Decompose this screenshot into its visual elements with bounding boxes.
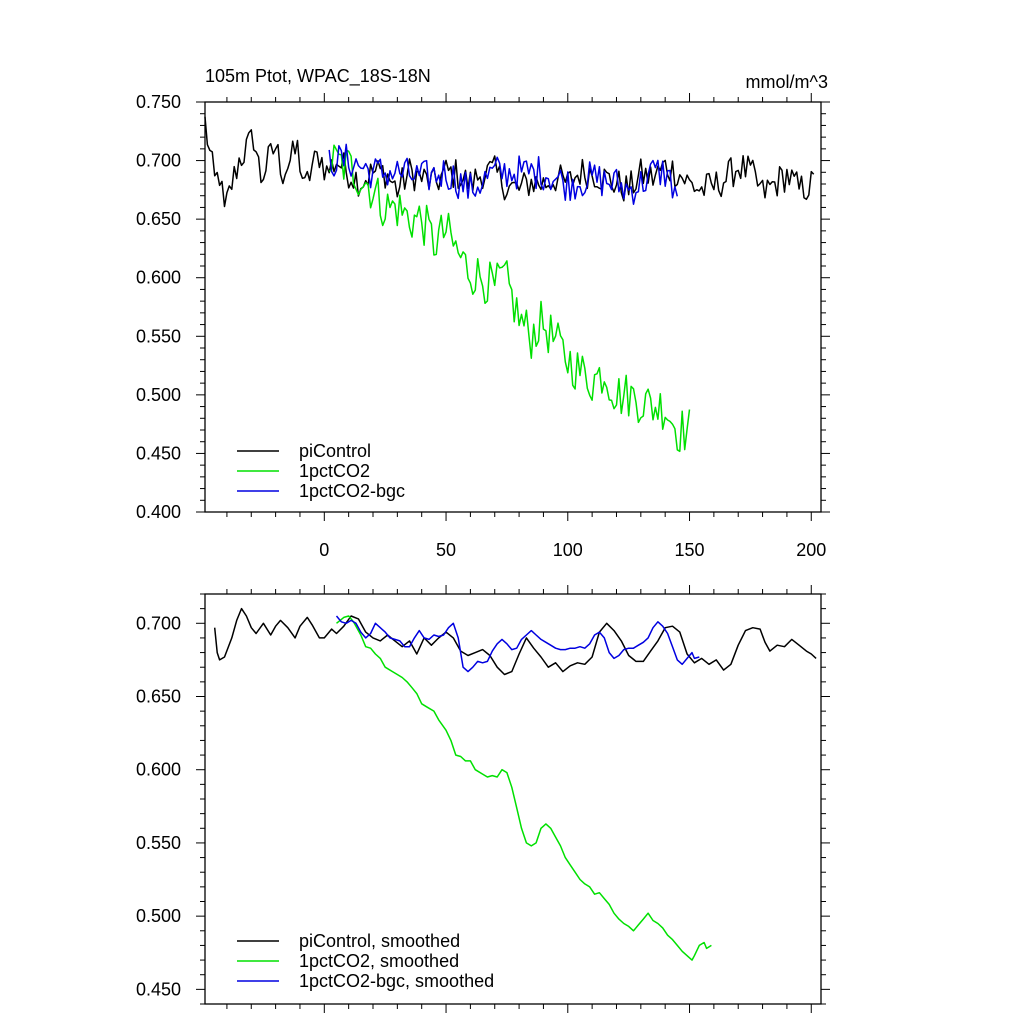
bottom-plot-area: 0.450 0.500 0.550 0.600 0.650 0.700 piControl,… xyxy=(136,585,830,1013)
legend-label: 1pctCO2, smoothed xyxy=(299,951,459,971)
y-tick-label: 0.400 xyxy=(136,502,181,522)
legend-label: piControl xyxy=(299,441,371,461)
top-panel: 105m Ptot, WPAC_18S-18N mmol/m^3 0 50 100 1… xyxy=(136,66,830,560)
y-tick-label: 0.450 xyxy=(136,979,181,999)
y-tick-label: 0.450 xyxy=(136,443,181,463)
y-tick-label: 0.700 xyxy=(136,613,181,633)
x-tick-label: 150 xyxy=(674,540,704,560)
y-tick-label: 0.550 xyxy=(136,326,181,346)
y-tick-label: 0.600 xyxy=(136,760,181,780)
y-tick-label: 0.500 xyxy=(136,906,181,926)
y-tick-label: 0.600 xyxy=(136,268,181,288)
y-tick-label: 0.550 xyxy=(136,833,181,853)
legend-label: 1pctCO2-bgc xyxy=(299,481,405,501)
top-plot-area: 0 50 100 150 200 0.400 0.450 0.500 0.550 0.600 0.6… xyxy=(136,92,830,560)
legend-label: 1pctCO2 xyxy=(299,461,370,481)
y-tick-label: 0.650 xyxy=(136,687,181,707)
y-tick-label: 0.650 xyxy=(136,209,181,229)
series-line-1pctco2-smoothed xyxy=(336,615,712,961)
x-tick-label: 50 xyxy=(436,540,456,560)
series-line-1pctco2 xyxy=(328,144,691,453)
legend-label: 1pctCO2-bgc, smoothed xyxy=(299,971,494,991)
series-line-1pctco2-bgc-smoothed xyxy=(335,615,700,673)
y-tick-label: 0.750 xyxy=(136,92,181,112)
x-tick-label: 0 xyxy=(319,540,329,560)
series-line-picontrol-smoothed xyxy=(213,607,817,676)
x-tick-label: 200 xyxy=(796,540,826,560)
bottom-panel: 0.450 0.500 0.550 0.600 0.650 0.700 piControl,… xyxy=(136,585,830,1013)
legend-label: piControl, smoothed xyxy=(299,931,460,951)
series-line-1pctco2-bgc xyxy=(328,143,679,205)
plot-frame xyxy=(204,593,822,1005)
plot-frame xyxy=(204,101,822,513)
y-tick-label: 0.500 xyxy=(136,385,181,405)
series-line-picontrol xyxy=(204,116,815,208)
y-tick-label: 0.700 xyxy=(136,151,181,171)
units-label: mmol/m^3 xyxy=(746,72,828,92)
chart-title: 105m Ptot, WPAC_18S-18N xyxy=(205,66,431,87)
x-tick-label: 100 xyxy=(553,540,583,560)
